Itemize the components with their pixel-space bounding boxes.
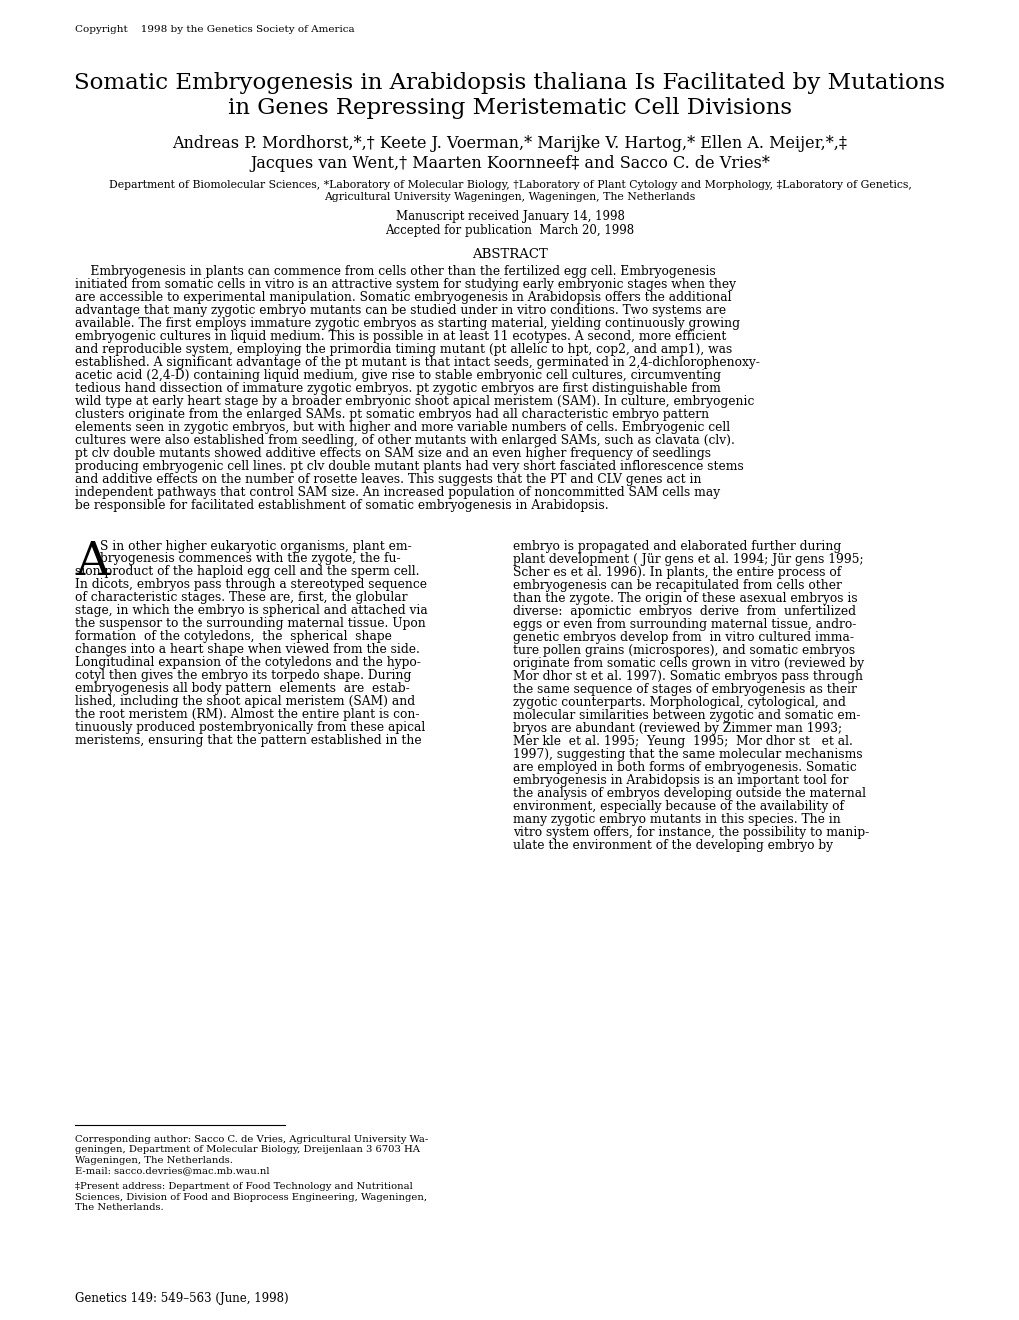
Text: established. A significant advantage of the pt mutant is that intact seeds, germ: established. A significant advantage of … [75,356,759,370]
Text: the analysis of embryos developing outside the maternal: the analysis of embryos developing outsi… [513,787,865,800]
Text: clusters originate from the enlarged SAMs. pt somatic embryos had all characteri: clusters originate from the enlarged SAM… [75,408,708,421]
Text: Mor dhor st et al. 1997). Somatic embryos pass through: Mor dhor st et al. 1997). Somatic embryo… [513,671,862,682]
Text: wild type at early heart stage by a broader embryonic shoot apical meristem (SAM: wild type at early heart stage by a broa… [75,395,754,408]
Text: cultures were also established from seedling, of other mutants with enlarged SAM: cultures were also established from seed… [75,434,734,447]
Text: bryogenesis commences with the zygote, the fu-: bryogenesis commences with the zygote, t… [100,552,400,565]
Text: originate from somatic cells grown in vitro (reviewed by: originate from somatic cells grown in vi… [513,657,863,671]
Text: Sciences, Division of Food and Bioprocess Engineering, Wageningen,: Sciences, Division of Food and Bioproces… [75,1192,427,1201]
Text: and reproducible system, employing the primordia timing mutant (pt allelic to hp: and reproducible system, employing the p… [75,343,732,356]
Text: producing embryogenic cell lines. pt clv double mutant plants had very short fas: producing embryogenic cell lines. pt clv… [75,459,743,473]
Text: tinuously produced postembryonically from these apical: tinuously produced postembryonically fro… [75,721,425,734]
Text: formation  of the cotyledons,  the  spherical  shape: formation of the cotyledons, the spheric… [75,630,391,643]
Text: E-mail: sacco.devries@mac.mb.wau.nl: E-mail: sacco.devries@mac.mb.wau.nl [75,1167,269,1176]
Text: embryogenic cultures in liquid medium. This is possible in at least 11 ecotypes.: embryogenic cultures in liquid medium. T… [75,330,726,343]
Text: ABSTRACT: ABSTRACT [472,248,547,261]
Text: genetic embryos develop from  in vitro cultured imma-: genetic embryos develop from in vitro cu… [513,631,853,644]
Text: acetic acid (2,4-D) containing liquid medium, give rise to stable embryonic cell: acetic acid (2,4-D) containing liquid me… [75,370,720,381]
Text: Embryogenesis in plants can commence from cells other than the fertilized egg ce: Embryogenesis in plants can commence fro… [75,265,715,279]
Text: Corresponding author: Sacco C. de Vries, Agricultural University Wa-: Corresponding author: Sacco C. de Vries,… [75,1135,428,1144]
Text: eggs or even from surrounding maternal tissue, andro-: eggs or even from surrounding maternal t… [513,618,856,631]
Text: molecular similarities between zygotic and somatic em-: molecular similarities between zygotic a… [513,709,860,722]
Text: tedious hand dissection of immature zygotic embryos. pt zygotic embryos are firs: tedious hand dissection of immature zygo… [75,381,720,395]
Text: Agricultural University Wageningen, Wageningen, The Netherlands: Agricultural University Wageningen, Wage… [324,191,695,202]
Text: Accepted for publication  March 20, 1998: Accepted for publication March 20, 1998 [385,224,634,238]
Text: initiated from somatic cells in vitro is an attractive system for studying early: initiated from somatic cells in vitro is… [75,279,736,290]
Text: embryogenesis in Arabidopsis is an important tool for: embryogenesis in Arabidopsis is an impor… [513,774,848,787]
Text: meristems, ensuring that the pattern established in the: meristems, ensuring that the pattern est… [75,734,421,747]
Text: cotyl then gives the embryo its torpedo shape. During: cotyl then gives the embryo its torpedo … [75,669,411,682]
Text: are accessible to experimental manipulation. Somatic embryogenesis in Arabidopsi: are accessible to experimental manipulat… [75,290,731,304]
Text: A: A [75,540,109,585]
Text: zygotic counterparts. Morphological, cytological, and: zygotic counterparts. Morphological, cyt… [513,696,845,709]
Text: embryogenesis can be recapitulated from cells other: embryogenesis can be recapitulated from … [513,579,841,591]
Text: Somatic Embryogenesis in Arabidopsis thaliana Is Facilitated by Mutations: Somatic Embryogenesis in Arabidopsis tha… [74,73,945,94]
Text: ‡Present address: Department of Food Technology and Nutritional: ‡Present address: Department of Food Tec… [75,1181,413,1191]
Text: many zygotic embryo mutants in this species. The in: many zygotic embryo mutants in this spec… [513,813,840,826]
Text: S in other higher eukaryotic organisms, plant em-: S in other higher eukaryotic organisms, … [100,540,412,553]
Text: geningen, Department of Molecular Biology, Dreijenlaan 3 6703 HA: geningen, Department of Molecular Biolog… [75,1146,420,1155]
Text: In dicots, embryos pass through a stereotyped sequence: In dicots, embryos pass through a stereo… [75,578,427,591]
Text: 1997), suggesting that the same molecular mechanisms: 1997), suggesting that the same molecula… [513,748,862,762]
Text: available. The first employs immature zygotic embryos as starting material, yiel: available. The first employs immature zy… [75,317,739,330]
Text: embryogenesis all body pattern  elements  are  estab-: embryogenesis all body pattern elements … [75,682,410,696]
Text: the suspensor to the surrounding maternal tissue. Upon: the suspensor to the surrounding materna… [75,616,425,630]
Text: in Genes Repressing Meristematic Cell Divisions: in Genes Repressing Meristematic Cell Di… [228,96,791,119]
Text: pt clv double mutants showed additive effects on SAM size and an even higher fre: pt clv double mutants showed additive ef… [75,447,710,459]
Text: sion product of the haploid egg cell and the sperm cell.: sion product of the haploid egg cell and… [75,565,419,578]
Text: embryo is propagated and elaborated further during: embryo is propagated and elaborated furt… [513,540,841,553]
Text: Genetics 149: 549–563 (June, 1998): Genetics 149: 549–563 (June, 1998) [75,1292,288,1305]
Text: Mer kle  et al. 1995;  Yeung  1995;  Mor dhor st   et al.: Mer kle et al. 1995; Yeung 1995; Mor dho… [513,735,852,748]
Text: bryos are abundant (reviewed by Zimmer man 1993;: bryos are abundant (reviewed by Zimmer m… [513,722,842,735]
Text: independent pathways that control SAM size. An increased population of noncommit: independent pathways that control SAM si… [75,486,719,499]
Text: plant development ( Jür gens et al. 1994; Jür gens 1995;: plant development ( Jür gens et al. 1994… [513,553,863,566]
Text: Wageningen, The Netherlands.: Wageningen, The Netherlands. [75,1156,232,1166]
Text: elements seen in zygotic embryos, but with higher and more variable numbers of c: elements seen in zygotic embryos, but wi… [75,421,730,434]
Text: ulate the environment of the developing embryo by: ulate the environment of the developing … [513,840,833,851]
Text: lished, including the shoot apical meristem (SAM) and: lished, including the shoot apical meris… [75,696,415,708]
Text: diverse:  apomictic  embryos  derive  from  unfertilized: diverse: apomictic embryos derive from u… [513,605,855,618]
Text: Scher es et al. 1996). In plants, the entire process of: Scher es et al. 1996). In plants, the en… [513,566,841,579]
Text: Department of Biomolecular Sciences, *Laboratory of Molecular Biology, †Laborato: Department of Biomolecular Sciences, *La… [108,180,911,190]
Text: the same sequence of stages of embryogenesis as their: the same sequence of stages of embryogen… [513,682,856,696]
Text: stage, in which the embryo is spherical and attached via: stage, in which the embryo is spherical … [75,605,427,616]
Text: Copyright    1998 by the Genetics Society of America: Copyright 1998 by the Genetics Society o… [75,25,355,34]
Text: Longitudinal expansion of the cotyledons and the hypo-: Longitudinal expansion of the cotyledons… [75,656,421,669]
Text: ture pollen grains (microspores), and somatic embryos: ture pollen grains (microspores), and so… [513,644,854,657]
Text: vitro system offers, for instance, the possibility to manip-: vitro system offers, for instance, the p… [513,826,868,840]
Text: the root meristem (RM). Almost the entire plant is con-: the root meristem (RM). Almost the entir… [75,708,419,721]
Text: The Netherlands.: The Netherlands. [75,1203,163,1212]
Text: are employed in both forms of embryogenesis. Somatic: are employed in both forms of embryogene… [513,762,856,774]
Text: Jacques van Went,† Maarten Koornneef‡ and Sacco C. de Vries*: Jacques van Went,† Maarten Koornneef‡ an… [250,154,769,172]
Text: Andreas P. Mordhorst,*,† Keete J. Voerman,* Marijke V. Hartog,* Ellen A. Meijer,: Andreas P. Mordhorst,*,† Keete J. Voerma… [172,135,847,152]
Text: changes into a heart shape when viewed from the side.: changes into a heart shape when viewed f… [75,643,420,656]
Text: environment, especially because of the availability of: environment, especially because of the a… [513,800,843,813]
Text: of characteristic stages. These are, first, the globular: of characteristic stages. These are, fir… [75,591,408,605]
Text: Manuscript received January 14, 1998: Manuscript received January 14, 1998 [395,210,624,223]
Text: be responsible for facilitated establishment of somatic embryogenesis in Arabido: be responsible for facilitated establish… [75,499,608,512]
Text: and additive effects on the number of rosette leaves. This suggests that the PT : and additive effects on the number of ro… [75,473,701,486]
Text: than the zygote. The origin of these asexual embryos is: than the zygote. The origin of these ase… [513,591,857,605]
Text: advantage that many zygotic embryo mutants can be studied under in vitro conditi: advantage that many zygotic embryo mutan… [75,304,726,317]
